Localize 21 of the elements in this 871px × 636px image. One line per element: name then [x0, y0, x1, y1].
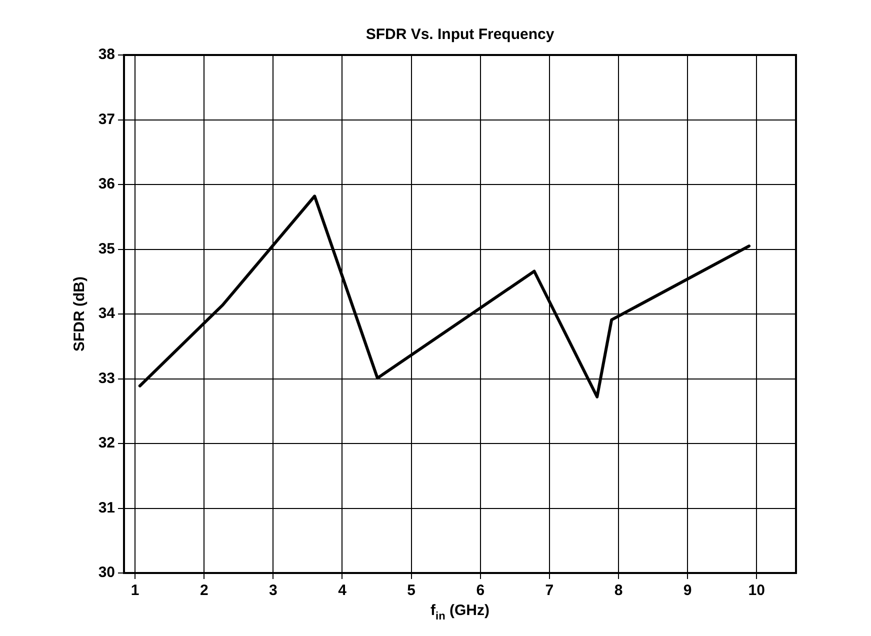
y-tick-label: 33: [98, 370, 115, 387]
x-tick-label: 9: [683, 582, 692, 600]
y-tick-label: 35: [98, 240, 115, 258]
y-tick-label: 36: [98, 176, 115, 193]
y-tick-label: 31: [98, 499, 115, 516]
chart-title: SFDR Vs. Input Frequency: [366, 26, 555, 44]
x-tick-label: 6: [476, 582, 485, 600]
y-tick-label: 32: [98, 434, 115, 452]
x-tick-label: 4: [338, 582, 348, 600]
x-tick-label: 10: [748, 582, 765, 600]
x-tick-label: 8: [614, 582, 623, 600]
y-tick-label: 30: [98, 564, 115, 582]
y-tick-label: 37: [98, 110, 115, 128]
y-axis-title: SFDR (dB): [71, 276, 88, 352]
x-tick-label: 3: [269, 582, 278, 600]
x-tick-label: 1: [130, 582, 140, 600]
x-tick-label: 5: [407, 582, 416, 600]
x-tick-label: 7: [545, 582, 554, 600]
y-tick-label: 38: [98, 46, 115, 64]
y-tick-label: 34: [98, 305, 116, 322]
x-tick-label: 2: [200, 582, 208, 600]
